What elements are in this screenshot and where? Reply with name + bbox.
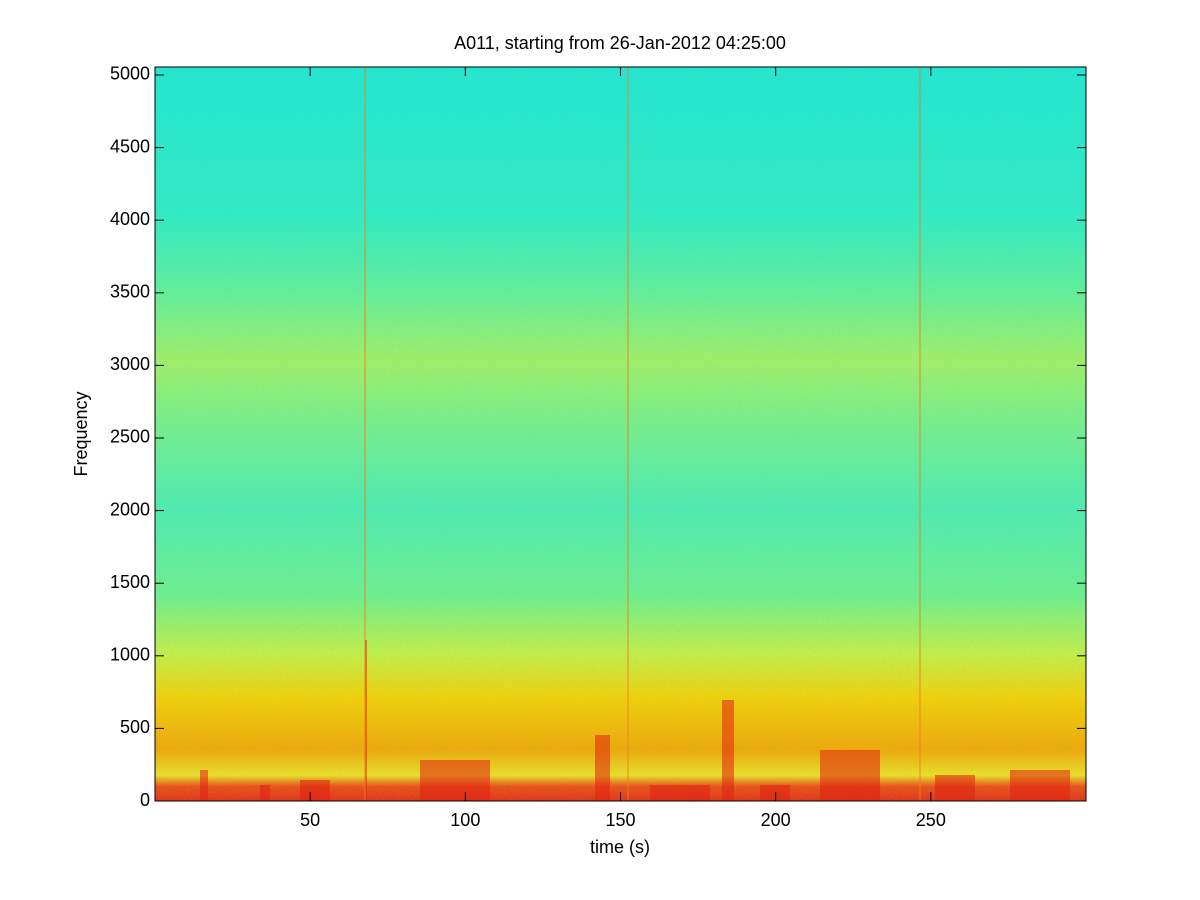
y-tick-label: 1000 [110,645,150,665]
y-tick-label: 5000 [110,64,150,84]
transient-lines [364,67,921,801]
spectrogram-image [155,67,1086,801]
y-tick-label: 1500 [110,572,150,592]
x-tick-label: 100 [450,810,480,830]
x-tick-label: 250 [916,810,946,830]
chart-title: A011, starting from 26-Jan-2012 04:25:00 [454,33,786,53]
x-tick-label: 200 [761,810,791,830]
y-tick-label: 4000 [110,209,150,229]
x-tick-label: 50 [300,810,320,830]
low-frequency-bursts [200,640,1070,801]
y-axis-label: Frequency [71,391,91,476]
y-tick-label: 2500 [110,427,150,447]
spectrogram-noise [155,67,1086,801]
y-tick-label: 500 [120,717,150,737]
y-tick-label: 4500 [110,136,150,156]
x-axis-label: time (s) [590,837,650,857]
y-tick-label: 3000 [110,354,150,374]
y-tick-label: 3500 [110,282,150,302]
x-tick-label: 150 [605,810,635,830]
y-tick-label: 0 [140,790,150,810]
y-tick-label: 2000 [110,499,150,519]
